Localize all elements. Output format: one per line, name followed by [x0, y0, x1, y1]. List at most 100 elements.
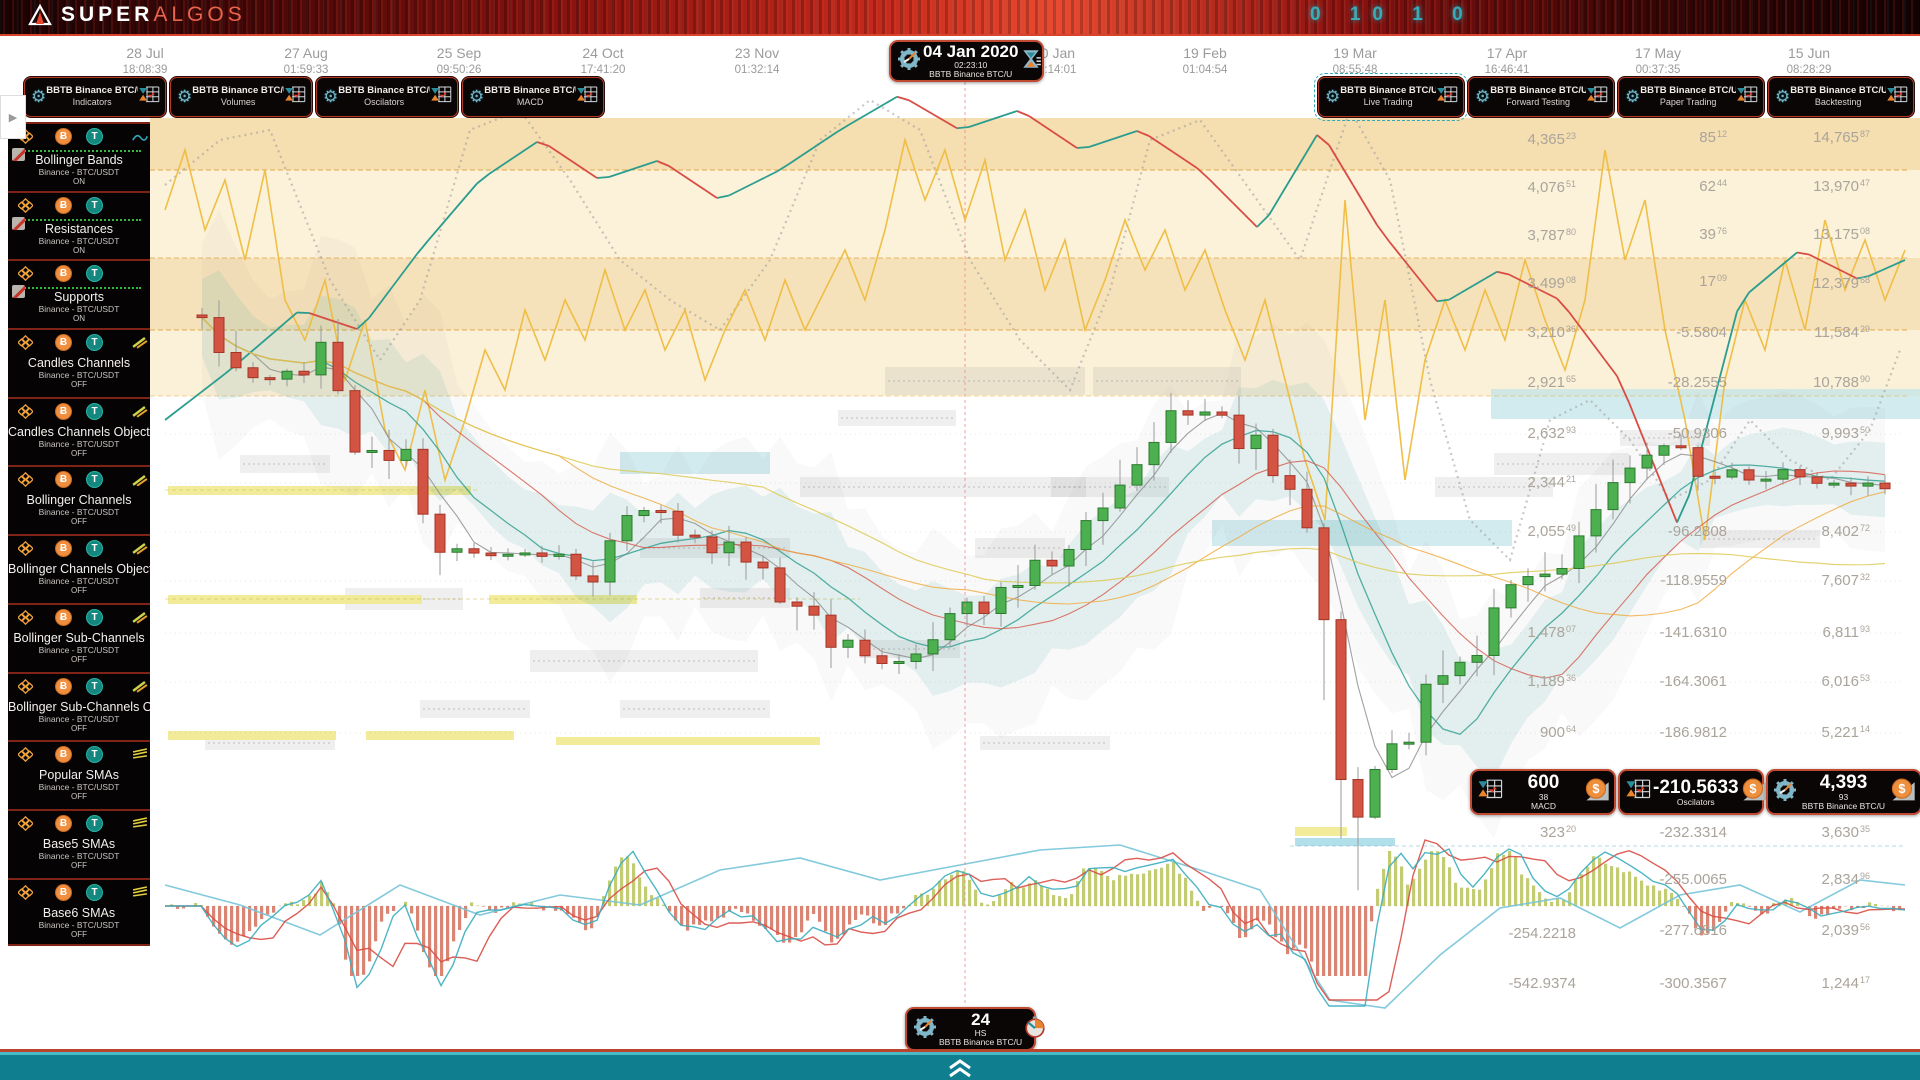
macd-histogram-bar — [1742, 903, 1746, 906]
candle-body — [281, 370, 293, 380]
sidebar-expand-button[interactable]: ▶ — [0, 95, 26, 139]
timeframe-panel[interactable]: 24 HS BBTB Binance BTC/U — [905, 1007, 1045, 1051]
candle-body — [842, 639, 854, 648]
sidebar-item-bollinger-channels-objects[interactable]: Ƀ T Bollinger Channels Objects Binance - … — [8, 534, 150, 603]
sidebar-item-supports[interactable]: Ƀ T Supports Binance - BTC/USDT ON — [8, 259, 150, 329]
svg-text:$: $ — [1592, 781, 1599, 796]
macd-histogram-bar — [1448, 867, 1452, 906]
usdt-coin-icon: T — [86, 540, 103, 558]
axis-time: 17:41:20 — [580, 63, 626, 76]
trend-line-segment — [860, 109, 874, 119]
tab-oscilators[interactable]: ⚙ BBTB Binance BTC/U Oscilators — [316, 77, 458, 117]
trend-line-segment — [1412, 270, 1426, 287]
trend-line-segment — [380, 285, 394, 303]
macd-histogram-bar — [1358, 906, 1362, 976]
macd-histogram-bar — [314, 893, 318, 906]
sidebar-item-popular-smas[interactable]: Ƀ T Popular SMAs Binance - BTC/USDT OFF — [8, 740, 150, 809]
macd-histogram-bar — [1412, 878, 1416, 906]
macd-signal-line — [165, 839, 1905, 1001]
superalgos-logo[interactable]: SUPERALGOS — [28, 3, 246, 27]
tab-title: BBTB Binance BTC/U — [46, 84, 138, 96]
indicator-title: Bollinger Channels — [26, 493, 132, 508]
axis-time: 08:28:29 — [1786, 63, 1832, 76]
macd-histogram-bar — [1694, 906, 1698, 929]
trend-line-segment — [1076, 146, 1090, 149]
macd-histogram-bar — [800, 906, 804, 933]
bottom-panel-bar[interactable] — [0, 1052, 1920, 1080]
oscillator-blue-line — [164, 844, 1906, 1009]
macd-histogram-bar — [1190, 890, 1194, 906]
candle-body — [791, 601, 803, 607]
tab-backtesting[interactable]: ⚙ BBTB Binance BTC/U Backtesting — [1768, 77, 1914, 117]
indicator-title: Base6 SMAs — [42, 905, 116, 920]
macd-histogram-bar — [542, 906, 546, 911]
scale-superscript: 23 — [1565, 131, 1576, 141]
tab-sublabel: Indicators — [72, 97, 112, 108]
price-secondary-scale-label: 14,76587 — [1813, 129, 1870, 146]
tab-macd[interactable]: ⚙ BBTB Binance BTC/U MACD — [462, 77, 604, 117]
indicator-sidebar: Ƀ T Bollinger Bands Binance - BTC/USDT ON… — [8, 122, 150, 947]
trend-line-segment — [1508, 273, 1522, 282]
price-secondary-scale-label: 12,37968 — [1813, 275, 1870, 292]
tab-forward-testing[interactable]: ⚙ BBTB Binance BTC/U Forward Testing — [1468, 77, 1614, 117]
macd-histogram-bar — [1568, 892, 1572, 906]
macd-histogram-bar — [392, 906, 396, 912]
candle-body — [417, 448, 429, 515]
value-panel-bbtb-binance-btc-u[interactable]: 4,393 93 BBTB Binance BTC/U $ — [1766, 769, 1920, 815]
trend-line-segment — [1088, 142, 1102, 148]
sidebar-item-base6-smas[interactable]: Ƀ T Base6 SMAs Binance - BTC/USDT OFF — [8, 877, 150, 947]
oscillators-scale-label: -300.3567 — [1659, 975, 1727, 992]
tab-volumes[interactable]: ⚙ BBTB Binance BTC/U Volumes — [170, 77, 312, 117]
gear-icon — [1774, 778, 1796, 801]
datetime-panel[interactable]: 04 Jan 2020 02:23:10 BBTB Binance BTC/U — [889, 40, 1044, 82]
indicator-market: Binance - BTC/USDT — [38, 713, 120, 724]
price-secondary-scale-label: 8,40272 — [1821, 523, 1870, 540]
candle-body — [1250, 434, 1262, 450]
value-panel-macd[interactable]: 600 38 MACD $ — [1470, 769, 1616, 815]
macd-histogram-bar — [344, 906, 348, 960]
highlight-strip — [366, 731, 514, 740]
btc-coin-icon: Ƀ — [55, 196, 72, 214]
sidebar-item-resistances[interactable]: Ƀ T Resistances Binance - BTC/USDT ON — [8, 190, 150, 260]
indicator-status: OFF — [71, 860, 87, 870]
trend-line-segment — [1844, 271, 1858, 280]
macd-histogram-bar — [1598, 857, 1602, 906]
tab-indicators[interactable]: ⚙ BBTB Binance BTC/U Indicators — [24, 77, 166, 117]
sidebar-item-candles-channels[interactable]: Ƀ T Candles Channels Binance - BTC/USDT O… — [8, 328, 150, 397]
resistance-band — [150, 330, 1920, 396]
trend-line-segment — [1340, 164, 1354, 186]
macd-histogram-bar — [1676, 899, 1680, 906]
macd-histogram-bar — [1574, 880, 1578, 906]
sidebar-item-bollinger-sub-channels[interactable]: Ƀ T Bollinger Sub-Channels Binance - BTC/… — [8, 602, 150, 672]
candle-body — [893, 661, 905, 665]
candle-body — [196, 314, 208, 319]
macd-histogram-bar — [1250, 906, 1254, 930]
macd-histogram-bar — [560, 906, 564, 911]
tab-paper-trading[interactable]: ⚙ BBTB Binance BTC/U Paper Trading — [1618, 77, 1764, 117]
sidebar-item-bollinger-bands[interactable]: Ƀ T Bollinger Bands Binance - BTC/USDT ON — [8, 122, 150, 191]
sidebar-item-bollinger-sub-channels-objects[interactable]: Ƀ T Bollinger Sub-Channels Objects Binanc… — [8, 671, 150, 741]
candle-body — [1216, 411, 1228, 416]
tab-live-trading[interactable]: ⚙ BBTB Binance BTC/U Live Trading — [1314, 73, 1468, 121]
axis-time: 18:08:39 — [122, 63, 168, 76]
candle-body — [876, 655, 888, 665]
macd-histogram-bar — [596, 906, 600, 916]
price-main-scale-label: 32320 — [1539, 824, 1576, 841]
sidebar-item-candles-channels-objects[interactable]: Ƀ T Candles Channels Objects Binance - BT… — [8, 396, 150, 466]
macd-histogram-bar — [824, 906, 828, 932]
macd-histogram-bar — [1160, 867, 1164, 906]
macd-histogram-bar — [1352, 906, 1356, 976]
value-panel-oscilators[interactable]: -210.5633 Oscilators $ — [1618, 769, 1766, 815]
sidebar-item-bollinger-channels[interactable]: Ƀ T Bollinger Channels Binance - BTC/USDT… — [8, 465, 150, 535]
axis-date: 28 Jul — [126, 45, 164, 61]
sidebar-item-base5-smas[interactable]: Ƀ T Base5 SMAs Binance - BTC/USDT OFF — [8, 808, 150, 878]
macd-histogram-bar — [296, 904, 300, 906]
session-hourglass-grid-icon — [1737, 86, 1758, 102]
axis-date: 17 May — [1635, 45, 1681, 61]
axis-date: 24 Oct — [582, 45, 624, 61]
candle-body — [927, 639, 939, 655]
axis-time: 01:04:54 — [1182, 63, 1228, 76]
macd-histogram-bar — [1334, 906, 1338, 976]
candle-body — [1539, 573, 1551, 578]
